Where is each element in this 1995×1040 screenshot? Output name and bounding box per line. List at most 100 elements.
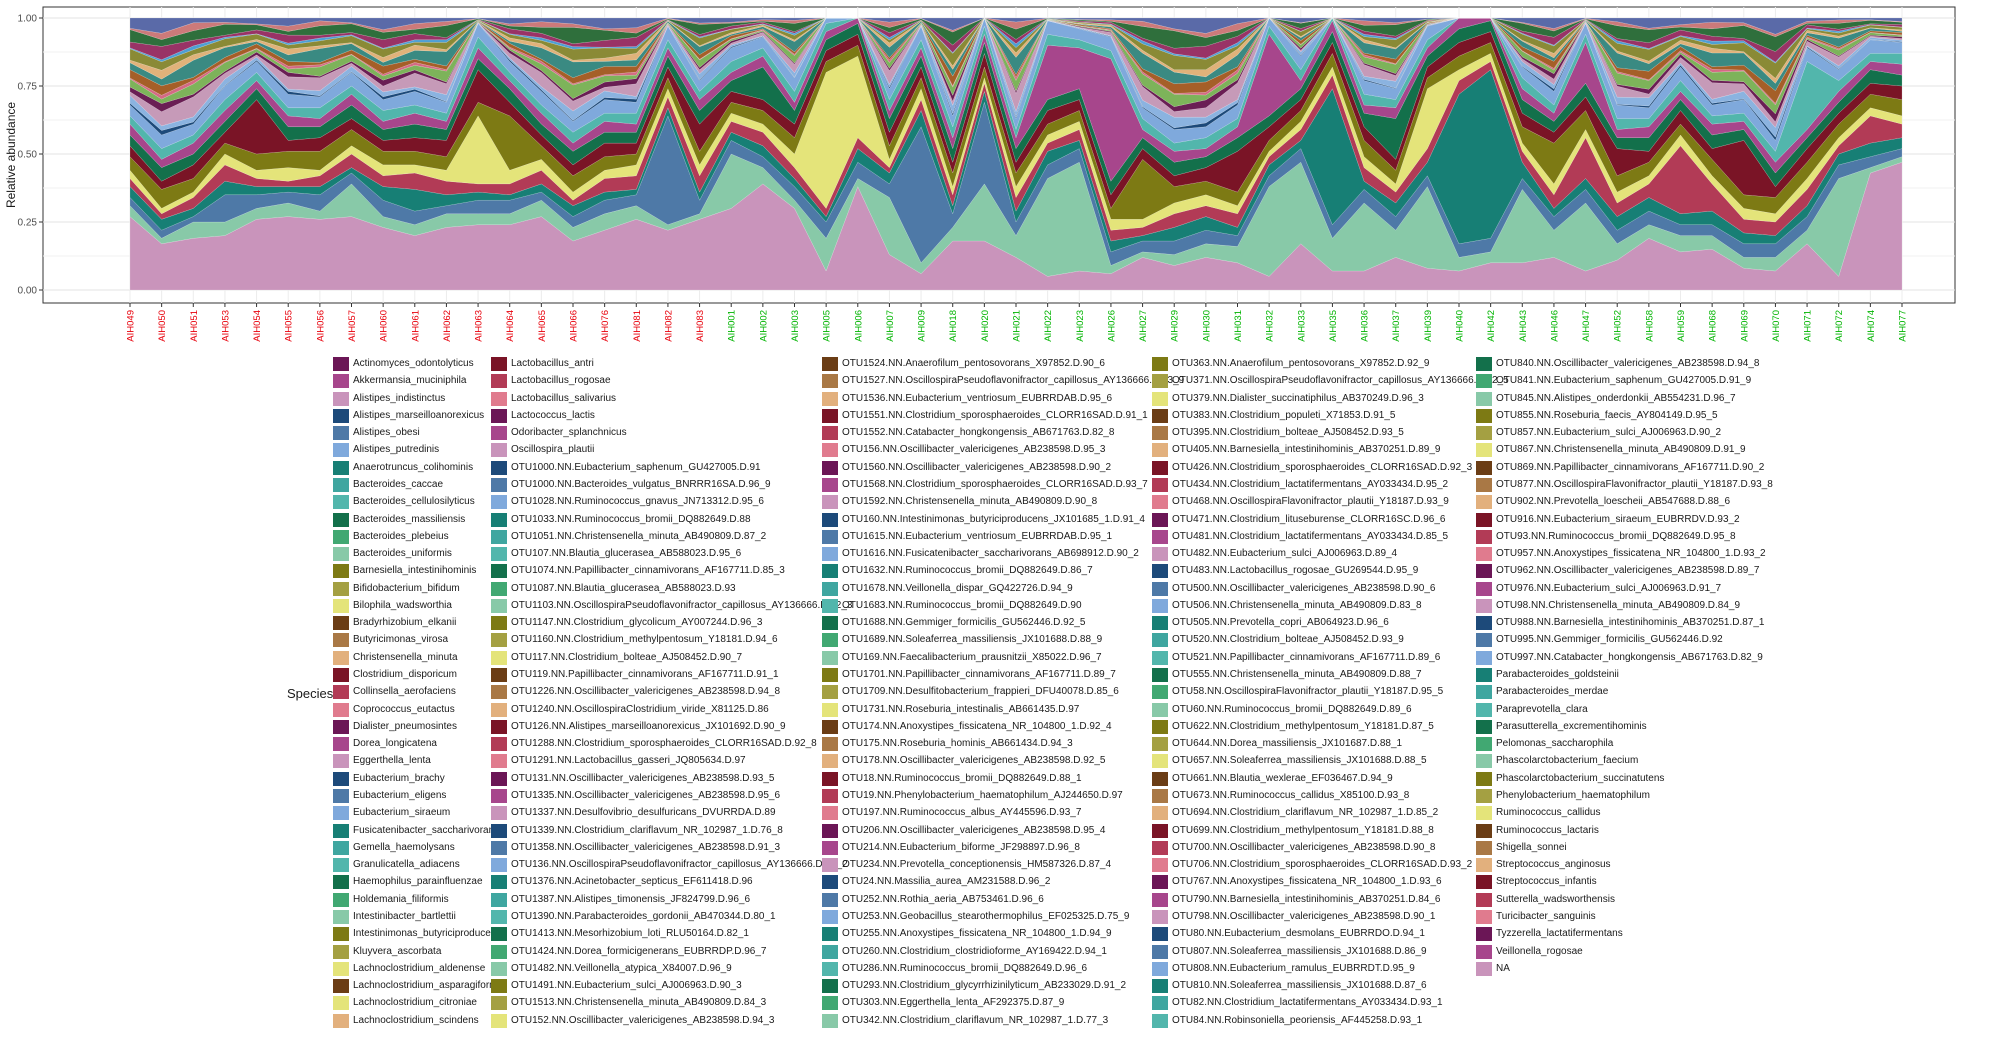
legend-swatch: [822, 892, 838, 907]
legend-label: OTU1560.NN.Oscillibacter_valericigenes_A…: [842, 461, 1112, 473]
legend-swatch: [1476, 892, 1492, 907]
legend-label: OTU867.NN.Christensenella_minuta_AB49080…: [1496, 444, 1746, 456]
legend-label: OTU60.NN.Ruminococcus_bromii_DQ882649.D.…: [1172, 703, 1412, 715]
x-tick-label: AIH083: [695, 310, 706, 342]
legend-swatch: [333, 840, 349, 855]
legend-label: Alistipes_putredinis: [353, 444, 440, 456]
legend-swatch: [333, 391, 349, 406]
legend-swatch: [1152, 633, 1168, 648]
legend-label: OTU174.NN.Anoxystipes_fissicatena_NR_104…: [842, 720, 1112, 732]
legend-swatch: [1152, 581, 1168, 596]
legend-swatch: [1152, 789, 1168, 803]
legend-label: OTU694.NN.Clostridium_clariflavum_NR_102…: [1172, 807, 1439, 819]
legend-label: OTU169.NN.Faecalibacterium_prausnitzii_X…: [842, 651, 1102, 663]
x-tick-label: AIH072: [1834, 310, 1845, 342]
legend-swatch: [491, 633, 507, 648]
legend-swatch: [491, 858, 507, 873]
legend-label: Bacteroides_plebeius: [353, 530, 449, 542]
legend-swatch: [333, 443, 349, 458]
legend-label: Collinsella_aerofaciens: [353, 686, 456, 698]
legend-label: OTU405.NN.Barnesiella_intestinihominis_A…: [1172, 444, 1441, 456]
x-tick-label: AIH051: [189, 310, 200, 342]
legend-label: OTU395.NN.Clostridium_bolteae_AJ508452.D…: [1172, 427, 1404, 439]
legend-swatch: [333, 858, 349, 873]
legend-swatch: [333, 408, 349, 423]
legend-label: Pelomonas_saccharophila: [1496, 738, 1614, 750]
legend-swatch: [333, 702, 349, 717]
legend-label: Eggerthella_lenta: [353, 755, 431, 767]
legend-label: OTU214.NN.Eubacterium_biforme_JF298897.D…: [842, 841, 1080, 853]
legend-label: Bradyrhizobium_elkanii: [353, 617, 457, 629]
legend-swatch: [1476, 460, 1492, 475]
legend-swatch: [1476, 408, 1492, 423]
legend-swatch: [1152, 996, 1168, 1011]
legend-swatch: [333, 357, 349, 371]
legend-swatch: [1152, 771, 1168, 786]
legend-swatch: [333, 754, 349, 769]
legend-label: Bacteroides_cellulosilyticus: [353, 496, 475, 508]
legend-swatch: [822, 823, 838, 838]
legend-label: OTU18.NN.Ruminococcus_bromii_DQ882649.D.…: [842, 772, 1082, 784]
legend-label: Granulicatella_adiacens: [353, 859, 460, 871]
y-axis: 0.00 0.25 0.50 0.75 1.00: [18, 14, 43, 297]
legend-swatch: [822, 789, 838, 803]
legend-swatch: [1476, 840, 1492, 855]
legend-swatch: [1476, 581, 1492, 596]
legend-swatch: [1476, 806, 1492, 821]
legend-label: OTU902.NN.Prevotella_loescheii_AB547688.…: [1496, 496, 1731, 508]
legend-label: OTU1731.NN.Roseburia_intestinalis_AB6614…: [842, 703, 1080, 715]
legend-swatch: [491, 944, 507, 959]
legend-label: Clostridium_disporicum: [353, 669, 457, 681]
legend-label: OTU661.NN.Blautia_wexlerae_EF036467.D.94…: [1172, 772, 1393, 784]
legend-swatch: [333, 737, 349, 752]
legend-label: OTU197.NN.Ruminococcus_albus_AY445596.D.…: [842, 807, 1082, 819]
legend-label: OTU482.NN.Eubacterium_sulci_AJ006963.D.8…: [1172, 548, 1398, 560]
legend-swatch: [491, 374, 507, 389]
legend-label: OTU126.NN.Alistipes_marseilloanorexicus_…: [511, 720, 786, 732]
legend-label: OTU303.NN.Eggerthella_lenta_AF292375.D.8…: [842, 997, 1065, 1009]
legend-label: Lactococcus_lactis: [511, 409, 595, 421]
legend-swatch: [1152, 477, 1168, 492]
legend-swatch: [1476, 789, 1492, 803]
legend-label: OTU1551.NN.Clostridium_sporosphaeroides_…: [842, 409, 1148, 421]
legend-swatch: [491, 598, 507, 613]
legend-swatch: [333, 875, 349, 890]
x-tick-label: AIH061: [410, 310, 421, 342]
legend-swatch: [1152, 564, 1168, 579]
legend-label: Christensenella_minuta: [353, 651, 458, 663]
y-axis-label: Relative abundance: [4, 102, 18, 208]
x-tick-label: AIH063: [474, 310, 485, 342]
legend-label: OTU1592.NN.Christensenella_minuta_AB4908…: [842, 496, 1098, 508]
legend-swatch: [1152, 892, 1168, 907]
legend-swatch: [333, 529, 349, 544]
x-tick-label: AIH076: [600, 310, 611, 342]
area-layers: [129, 17, 1903, 291]
legend-swatch: [1152, 391, 1168, 406]
legend-swatch: [1152, 944, 1168, 959]
legend-swatch: [333, 547, 349, 562]
legend-swatch: [1152, 979, 1168, 994]
legend-swatch: [333, 616, 349, 631]
x-tick-label: AIH007: [885, 310, 896, 342]
x-tick-label: AIH006: [853, 310, 864, 342]
legend-swatch: [822, 909, 838, 924]
x-tick-label: AIH049: [126, 310, 137, 342]
legend-swatch: [822, 529, 838, 544]
legend-swatch: [822, 996, 838, 1011]
legend-label: Bifidobacterium_bifidum: [353, 582, 460, 594]
legend-label: OTU1688.NN.Gemmiger_formicilis_GU562446.…: [842, 617, 1086, 629]
legend-swatch: [1476, 702, 1492, 717]
legend-label: OTU1226.NN.Oscillibacter_valericigenes_A…: [511, 686, 781, 698]
legend-label: OTU1358.NN.Oscillibacter_valericigenes_A…: [511, 841, 781, 853]
legend-swatch: [1152, 443, 1168, 458]
legend-label: OTU1160.NN.Clostridium_methylpentosum_Y1…: [511, 634, 778, 646]
legend-swatch: [491, 408, 507, 423]
legend-swatch: [491, 909, 507, 924]
legend-swatch: [491, 892, 507, 907]
legend-label: Haemophilus_parainfluenzae: [353, 876, 483, 888]
legend-label: OTU1033.NN.Ruminococcus_bromii_DQ882649.…: [511, 513, 751, 525]
x-tick-label: AIH071: [1803, 310, 1814, 342]
legend-swatch: [491, 789, 507, 803]
x-tick-label: AIH057: [347, 310, 358, 342]
x-tick-label: AIH037: [1391, 310, 1402, 342]
